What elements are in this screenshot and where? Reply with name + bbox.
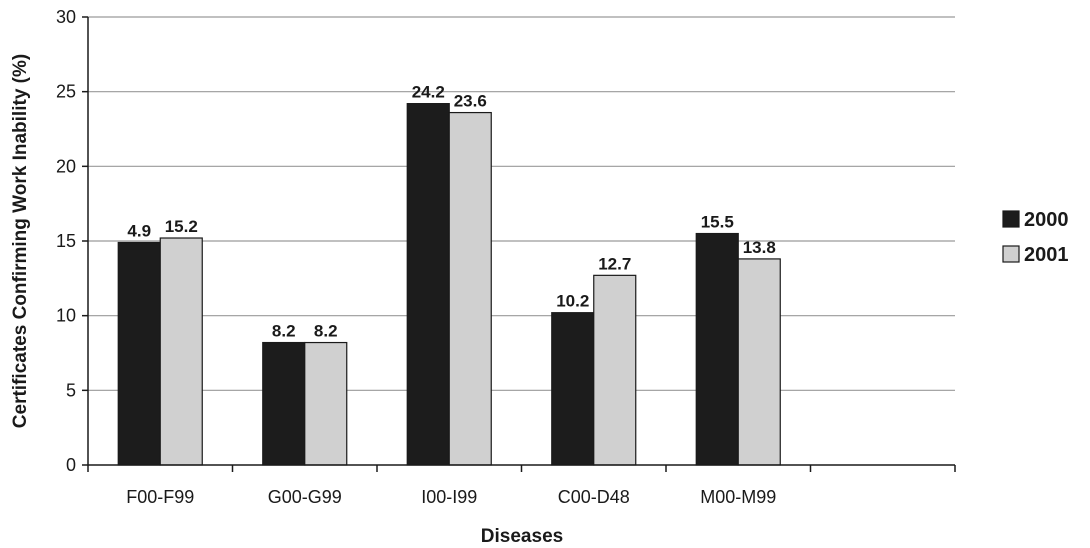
legend-label-2001: 2001 [1024,244,1069,266]
x-axis-title: Diseases [481,526,563,547]
bar-2000-M00-M99 [695,232,739,466]
data-label: 10.2 [556,292,589,311]
bar-2001-G00-G99 [304,341,348,466]
y-tick-label: 25 [56,82,76,102]
bars [117,103,781,466]
bar-2001-M00-M99 [737,258,781,466]
data-label: 23.6 [454,92,487,111]
data-label: 8.2 [272,322,296,341]
bar-2000-G00-G99 [262,341,306,466]
x-tick-label: F00-F99 [126,487,194,507]
bar-2001-F00-F99 [159,237,203,466]
bar-2000-I00-I99 [406,103,450,466]
data-label: 15.2 [165,217,198,236]
data-label: 24.2 [412,83,445,102]
legend-swatch-2001 [1002,245,1020,263]
data-label: 4.9 [127,221,151,240]
y-tick-label: 10 [56,306,76,326]
legend: 2000 2001 [1002,209,1069,266]
x-tick-label: C00-D48 [558,487,630,507]
y-axis-title: Certificates Confirming Work Inability (… [10,54,31,428]
bar-2000-F00-F99 [117,241,161,466]
data-label: 8.2 [314,322,338,341]
data-label: 15.5 [701,213,734,232]
x-tick-label: M00-M99 [700,487,776,507]
legend-swatch-2000 [1002,210,1020,228]
x-tick-label: G00-G99 [268,487,342,507]
y-tick-label: 30 [56,7,76,27]
y-tick-label: 15 [56,231,76,251]
axes: 0 5 10 15 20 25 30 F00-F99 G00-G99 I00-I99 C00-D48… [56,7,956,507]
data-label: 13.8 [743,238,776,257]
bar-2001-C00-D48 [593,274,637,466]
data-label: 12.7 [598,254,631,273]
bar-2000-C00-D48 [551,312,595,466]
x-tick-label: I00-I99 [421,487,477,507]
y-tick-label: 5 [66,380,76,400]
legend-label-2000: 2000 [1024,209,1069,231]
y-tick-label: 0 [66,455,76,475]
y-tick-label: 20 [56,156,76,176]
data-labels: 4.9 15.2 8.2 8.2 24.2 23.6 10.2 12.7 15.5 13.8 [127,83,775,341]
gridlines [88,16,955,391]
bar-2001-I00-I99 [448,111,492,466]
